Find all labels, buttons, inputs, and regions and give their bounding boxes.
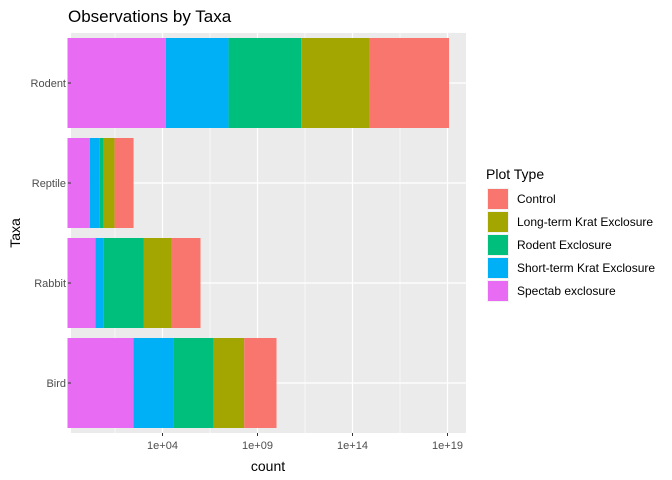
- legend-swatch: [488, 235, 508, 255]
- y-tick-label: Reptile: [32, 178, 66, 190]
- x-tick-label: 1e+14: [337, 440, 368, 452]
- y-tick-label: Rabbit: [34, 278, 66, 290]
- y-tick-label: Bird: [46, 378, 66, 390]
- legend-label: Short-term Krat Exclosure: [517, 261, 655, 275]
- x-tick-label: 1e+04: [147, 440, 178, 452]
- x-tick-label: 1e+19: [432, 440, 463, 452]
- legend-title: Plot Type: [486, 166, 544, 182]
- bar-segment-reptile-control: [114, 138, 134, 228]
- bar-segment-rodent-spectab-exclosure: [67, 38, 166, 128]
- legend-swatch: [488, 189, 508, 209]
- bars: [67, 38, 450, 428]
- bar-segment-rabbit-spectab-exclosure: [67, 238, 96, 328]
- legend-label: Long-term Krat Exclosure: [517, 215, 653, 229]
- legend-swatch: [488, 258, 508, 278]
- legend-label: Spectab exclosure: [517, 284, 616, 298]
- bar-segment-rabbit-rodent-exclosure: [103, 238, 144, 328]
- bar-segment-rodent-short-term-krat-exclosure: [165, 38, 229, 128]
- x-axis-title: count: [251, 458, 285, 474]
- bar-segment-reptile-long-term-krat-exclosure: [103, 138, 115, 228]
- legend-label: Rodent Exclosure: [517, 238, 612, 252]
- bar-segment-bird-spectab-exclosure: [67, 338, 134, 428]
- bar-segment-bird-long-term-krat-exclosure: [213, 338, 245, 428]
- bar-segment-bird-control: [244, 338, 277, 428]
- bar-segment-rodent-rodent-exclosure: [228, 38, 302, 128]
- bar-segment-bird-rodent-exclosure: [173, 338, 214, 428]
- bar-segment-bird-short-term-krat-exclosure: [133, 338, 174, 428]
- bar-segment-reptile-short-term-krat-exclosure: [89, 138, 100, 228]
- y-axis-title: Taxa: [7, 218, 23, 248]
- y-tick-label: Rodent: [31, 78, 66, 90]
- x-axis: 1e+04 1e+09 1e+14 1e+19: [147, 433, 463, 452]
- legend-label: Control: [517, 192, 556, 206]
- bar-segment-rabbit-control: [171, 238, 201, 328]
- legend: Plot Type Control Long-term Krat Exclosur…: [486, 166, 655, 302]
- bar-segment-rabbit-short-term-krat-exclosure: [95, 238, 104, 328]
- bar-segment-reptile-spectab-exclosure: [67, 138, 90, 228]
- bar-segment-reptile-rodent-exclosure: [99, 138, 104, 228]
- legend-swatch: [488, 281, 508, 301]
- bar-segment-rabbit-long-term-krat-exclosure: [143, 238, 172, 328]
- x-tick-label: 1e+09: [242, 440, 273, 452]
- bar-segment-rodent-control: [369, 38, 450, 128]
- bar-segment-rodent-long-term-krat-exclosure: [301, 38, 370, 128]
- legend-swatch: [488, 212, 508, 232]
- y-axis: Bird Rabbit Reptile Rodent: [31, 78, 71, 390]
- chart-title: Observations by Taxa: [68, 7, 232, 26]
